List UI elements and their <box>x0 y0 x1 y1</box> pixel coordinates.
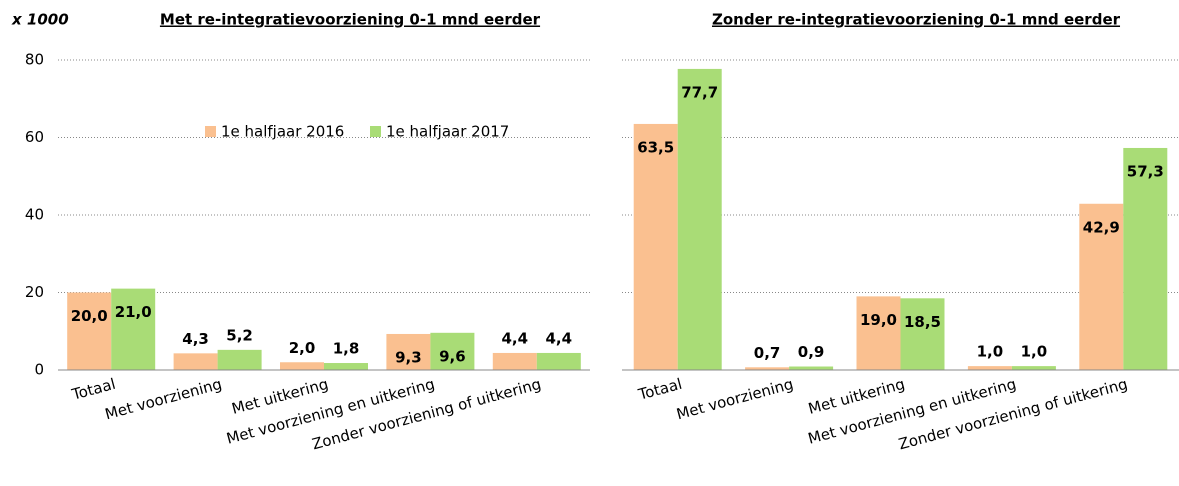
bar <box>900 298 945 370</box>
value-label: 19,0 <box>860 311 897 329</box>
bar <box>492 352 537 370</box>
bar <box>217 349 262 370</box>
legend-swatch <box>370 126 381 137</box>
bar <box>280 362 324 370</box>
legend-swatch <box>205 126 216 137</box>
x-tick-label: Met voorziening <box>103 375 224 423</box>
value-label: 21,0 <box>115 303 152 321</box>
bar <box>789 366 834 370</box>
value-label: 4,4 <box>502 329 529 347</box>
bar <box>633 123 678 370</box>
x-tick-label: Met voorziening <box>675 375 796 423</box>
bar <box>173 353 218 370</box>
value-label: 63,5 <box>637 138 674 156</box>
bar <box>536 352 581 370</box>
chart-title: Zonder re-integratievoorziening 0-1 mnd … <box>712 11 1121 29</box>
bar <box>967 366 1012 370</box>
y-tick-label: 20 <box>25 283 44 301</box>
bar <box>430 332 475 370</box>
bar <box>324 363 368 370</box>
bar <box>111 288 156 370</box>
x-tick-label: Totaal <box>69 375 117 404</box>
y-tick-label: 60 <box>25 128 44 146</box>
value-label: 42,9 <box>1083 218 1120 236</box>
value-label: 9,6 <box>439 347 466 365</box>
value-label: 20,0 <box>71 307 108 325</box>
legend-label: 1e halfjaar 2017 <box>386 123 509 141</box>
x-tick-label: Totaal <box>636 375 684 404</box>
y-axis-label: x 1000 <box>11 11 69 29</box>
value-label: 1,0 <box>1021 343 1048 361</box>
value-label: 9,3 <box>395 348 422 366</box>
bar <box>856 296 901 370</box>
bar <box>745 367 790 370</box>
value-label: 4,4 <box>546 329 573 347</box>
value-label: 4,3 <box>182 330 209 348</box>
value-label: 18,5 <box>904 313 941 331</box>
chart-title: Met re-integratievoorziening 0-1 mnd eer… <box>160 11 541 29</box>
bar <box>1011 366 1056 370</box>
value-label: 0,9 <box>798 343 825 361</box>
bar <box>1079 203 1124 370</box>
value-label: 1,0 <box>977 343 1004 361</box>
bar <box>67 292 112 370</box>
bar <box>677 68 722 370</box>
y-tick-label: 40 <box>25 206 44 224</box>
y-tick-label: 80 <box>25 51 44 69</box>
y-tick-label: 0 <box>34 361 44 379</box>
value-label: 57,3 <box>1127 162 1164 180</box>
value-label: 77,7 <box>681 83 718 101</box>
value-label: 2,0 <box>289 339 316 357</box>
bar <box>1123 147 1168 370</box>
legend-label: 1e halfjaar 2016 <box>221 123 344 141</box>
bar <box>386 333 431 370</box>
value-label: 1,8 <box>333 340 360 358</box>
value-label: 0,7 <box>754 344 781 362</box>
value-label: 5,2 <box>226 326 253 344</box>
